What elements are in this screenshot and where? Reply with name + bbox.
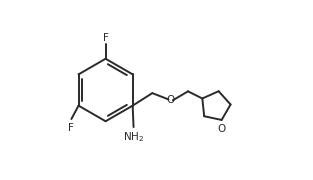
Text: O: O (166, 95, 174, 105)
Text: F: F (103, 33, 109, 43)
Text: F: F (68, 123, 74, 133)
Text: NH$_2$: NH$_2$ (123, 130, 144, 143)
Text: O: O (218, 123, 226, 134)
